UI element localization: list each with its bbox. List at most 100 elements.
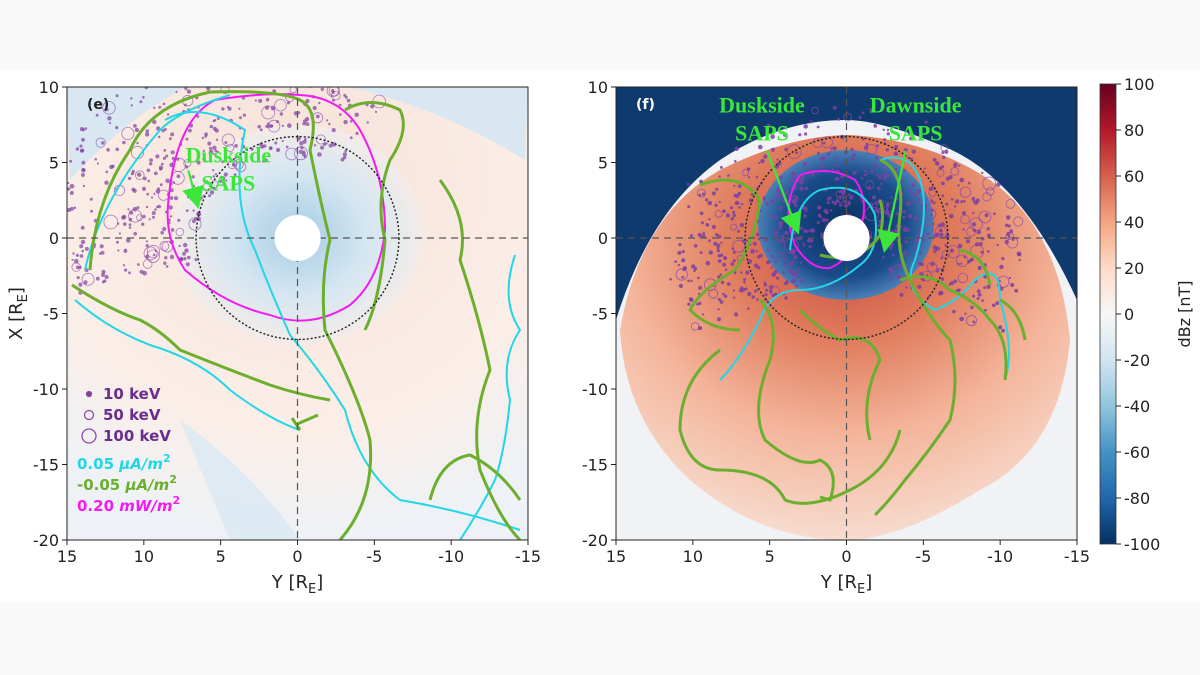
particle-marker (343, 48, 347, 52)
particle-marker (221, 107, 225, 111)
particle-marker (763, 154, 768, 159)
particle-marker (935, 234, 939, 238)
particle-marker (234, 144, 238, 148)
particle-marker (148, 218, 151, 221)
particle-marker (913, 216, 918, 221)
panel-f-label: (f) (636, 97, 655, 113)
particle-marker (194, 64, 197, 67)
particle-marker (714, 210, 723, 218)
particle-marker (779, 175, 783, 180)
particle-marker (872, 163, 877, 168)
particle-marker (785, 189, 789, 193)
particle-marker (226, 105, 230, 109)
particle-marker (936, 168, 945, 177)
particle-marker (169, 188, 174, 193)
particle-marker (876, 173, 879, 176)
particle-marker (967, 260, 971, 264)
particle-marker (780, 235, 785, 239)
particle-marker (916, 233, 921, 238)
particle-marker (75, 265, 80, 270)
particle-marker (829, 196, 833, 199)
particle-marker (916, 189, 921, 194)
particle-marker (76, 276, 80, 280)
particle-marker (711, 224, 717, 230)
particle-marker (719, 273, 722, 276)
y-tick-label: 10 (39, 78, 59, 97)
particle-marker (873, 124, 878, 128)
particle-marker (677, 250, 682, 255)
particle-marker (175, 90, 178, 93)
particle-marker (287, 101, 291, 105)
particle-marker (722, 209, 726, 214)
particle-marker (746, 167, 750, 171)
particle-marker (898, 264, 903, 269)
particle-marker (908, 188, 911, 192)
particle-marker (978, 210, 992, 224)
colorbar-tick-label: 0 (1124, 305, 1134, 324)
particle-marker (888, 245, 893, 250)
particle-marker (920, 238, 925, 243)
particle-marker (781, 271, 785, 274)
particle-marker (912, 200, 916, 204)
panel-f-green-contour-1 (688, 178, 762, 332)
particle-marker (250, 64, 253, 67)
particle-marker (693, 244, 698, 248)
particle-marker (228, 54, 232, 58)
particle-marker (293, 146, 308, 161)
particle-marker (142, 214, 146, 219)
annotation-arrow (877, 150, 907, 253)
particle-marker (967, 181, 971, 185)
panel-e-y-axis-label: X [RE] (6, 287, 31, 340)
particle-marker (770, 266, 773, 269)
particle-marker (682, 267, 687, 272)
particle-marker (69, 191, 74, 195)
particle-marker (818, 214, 822, 219)
particle-marker (986, 227, 990, 231)
particle-marker (220, 87, 230, 95)
particle-marker (303, 119, 307, 124)
particle-marker (153, 106, 156, 110)
particle-marker (907, 131, 912, 136)
particle-marker (349, 120, 353, 123)
particle-marker (823, 208, 828, 213)
particle-marker (264, 105, 270, 110)
particle-marker (354, 112, 359, 118)
particle-marker (289, 87, 297, 94)
particle-marker (299, 141, 304, 146)
particle-marker (205, 180, 209, 184)
particle-marker (152, 119, 157, 125)
chart-overlay: (e) Duskside SAPS 10 keV 50 keV 100 keV 0.05 μ… (67, 87, 1077, 540)
particle-marker (964, 312, 967, 315)
particle-marker (918, 261, 923, 266)
particle-marker (281, 124, 285, 128)
particle-marker (79, 244, 84, 249)
particle-marker (156, 187, 161, 191)
particle-marker (101, 273, 105, 277)
x-tick-label: 0 (292, 547, 302, 566)
particle-marker (941, 250, 950, 259)
particle-marker (248, 54, 252, 58)
particle-marker (136, 206, 140, 210)
particle-marker (187, 195, 190, 199)
particle-marker (940, 277, 945, 281)
particle-marker (970, 305, 974, 310)
y-tick-label: 0 (49, 229, 59, 248)
particle-marker (208, 194, 211, 198)
particle-marker (1005, 199, 1016, 209)
panel-f-magenta-contour (787, 170, 865, 270)
particle-marker (826, 152, 830, 156)
particle-marker (894, 168, 898, 171)
particle-marker (252, 59, 254, 61)
particle-marker (811, 173, 815, 177)
particle-marker (732, 296, 736, 299)
particle-marker (102, 101, 116, 115)
particle-marker (766, 123, 771, 128)
particle-marker (720, 280, 725, 285)
particle-marker (702, 192, 706, 196)
particle-marker (850, 156, 855, 161)
particle-marker (778, 225, 782, 230)
particle-marker (73, 206, 77, 210)
legend-marker-symbol (81, 428, 97, 444)
particle-marker (81, 160, 86, 165)
particle-marker (212, 169, 215, 172)
